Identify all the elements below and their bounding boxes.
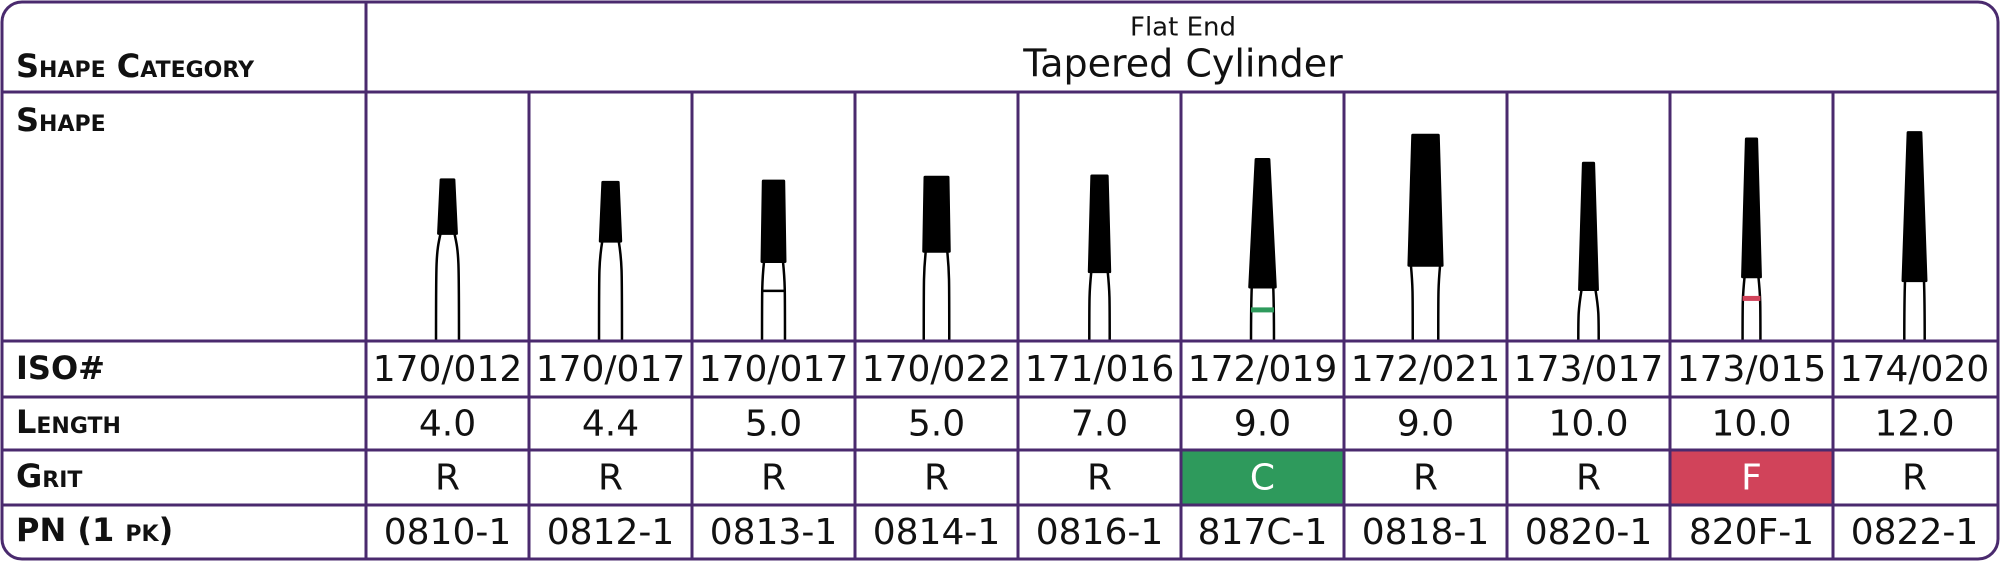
iso-value: 170/022: [862, 349, 1012, 390]
grit-value: C: [1250, 458, 1275, 499]
bur-head: [1407, 133, 1444, 267]
pn-value: 820F-1: [1689, 512, 1814, 553]
pn-value: 0810-1: [384, 512, 512, 553]
iso-value: 170/012: [373, 349, 523, 390]
pn-value: 0818-1: [1362, 512, 1490, 553]
pn-value: 0820-1: [1525, 512, 1653, 553]
bur-shank: [1741, 276, 1762, 342]
bur-shank: [1903, 280, 1926, 342]
bur-shank: [434, 233, 461, 342]
length-value: 4.0: [419, 404, 476, 445]
title: Tapered Cylinder: [1022, 42, 1343, 86]
grit-value: R: [1413, 458, 1438, 499]
subtitle: Flat End: [1130, 13, 1236, 43]
grit-value: R: [1576, 458, 1601, 499]
length-value: 5.0: [908, 404, 965, 445]
iso-value: 174/020: [1840, 349, 1990, 390]
grit-value: R: [1087, 458, 1112, 499]
length-value: 12.0: [1874, 404, 1954, 445]
grit-highlight: [1181, 450, 1344, 505]
pn-value: 0822-1: [1851, 512, 1979, 553]
length-value: 4.4: [582, 404, 639, 445]
length-value: 5.0: [745, 404, 802, 445]
bur-head: [437, 178, 458, 235]
pn-value: 0813-1: [710, 512, 838, 553]
bur-shank: [1409, 265, 1442, 342]
bur-head: [760, 179, 787, 263]
grit-value: R: [598, 458, 623, 499]
grit-value: R: [924, 458, 949, 499]
length-value: 10.0: [1548, 404, 1628, 445]
iso-value: 172/019: [1188, 349, 1338, 390]
bur-head: [1248, 157, 1277, 289]
iso-value: 173/015: [1677, 349, 1827, 390]
grit-value: F: [1741, 458, 1762, 499]
shapes: [434, 131, 1928, 342]
pn-value: 0816-1: [1036, 512, 1164, 553]
pn-value: 0812-1: [547, 512, 675, 553]
grit-value: R: [1902, 458, 1927, 499]
bur-shank: [922, 251, 951, 342]
bur-head: [1087, 174, 1112, 274]
pn-value: 0814-1: [873, 512, 1001, 553]
band: [1251, 307, 1274, 313]
bur-shank: [597, 240, 624, 342]
iso-value: 173/017: [1514, 349, 1664, 390]
bur-shank: [1088, 271, 1111, 342]
length-value: 7.0: [1071, 404, 1128, 445]
category-label: Shape Category: [16, 47, 255, 85]
pn-value: 817C-1: [1198, 512, 1328, 553]
row-label: Grit: [16, 457, 82, 495]
row-label: ISO#: [16, 349, 105, 387]
bur-head: [922, 175, 951, 253]
grit-value: R: [761, 458, 786, 499]
iso-value: 170/017: [699, 349, 849, 390]
bur-shank: [1249, 286, 1276, 342]
bur-shank: [760, 261, 787, 342]
bur-head: [598, 180, 623, 243]
length-value: 9.0: [1397, 404, 1454, 445]
iso-value: 172/021: [1351, 349, 1501, 390]
length-value: 10.0: [1711, 404, 1791, 445]
bur-shank: [1577, 289, 1600, 342]
grit-value: R: [435, 458, 460, 499]
row-label: PN (1 pk): [16, 511, 173, 549]
bur-head: [1901, 131, 1928, 283]
iso-value: 170/017: [536, 349, 686, 390]
band: [1742, 295, 1761, 301]
bur-head: [1741, 137, 1762, 279]
iso-value: 171/016: [1025, 349, 1175, 390]
length-value: 9.0: [1234, 404, 1291, 445]
row-label: Length: [16, 403, 121, 441]
row-label: Shape: [16, 101, 106, 139]
bur-head: [1578, 161, 1599, 292]
grit-highlight: [1670, 450, 1833, 505]
